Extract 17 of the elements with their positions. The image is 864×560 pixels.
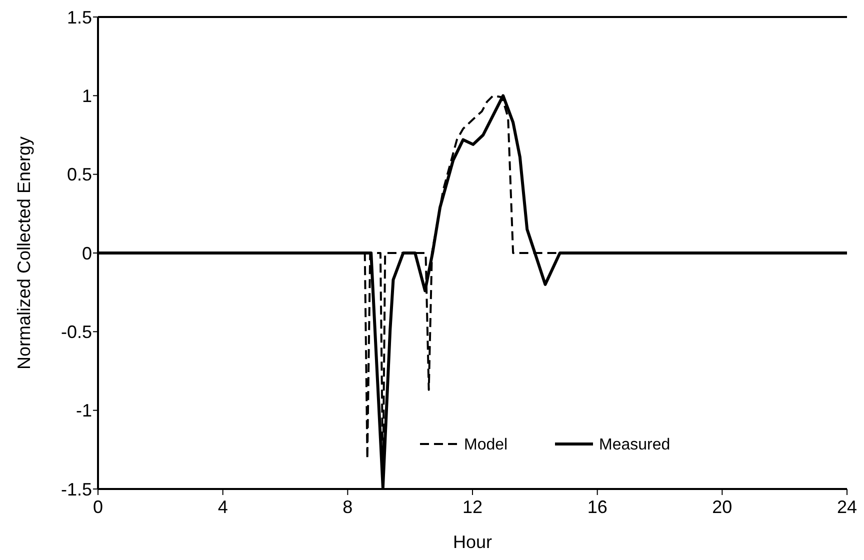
y-tick-label: -1.5	[60, 479, 92, 500]
y-tick-label: -1	[76, 400, 92, 421]
y-tick-label: 0	[82, 243, 92, 264]
legend-label: Measured	[599, 436, 670, 454]
y-tick-label: -0.5	[60, 322, 92, 342]
x-tick-label: 20	[712, 497, 732, 517]
x-tick-label: 24	[836, 497, 858, 517]
y-axis-title: Normalized Collected Energy	[14, 136, 34, 370]
x-tick-label: 12	[462, 497, 483, 517]
x-tick-label: 8	[342, 497, 353, 517]
y-tick-label: 1.5	[66, 7, 92, 28]
x-tick-label: 4	[218, 497, 228, 517]
y-tick-label: 0.5	[66, 164, 92, 185]
x-axis-title: Hour	[452, 532, 492, 552]
y-tick-label: 1	[82, 86, 92, 106]
legend-label: Model	[464, 436, 508, 454]
x-tick-label: 16	[587, 497, 608, 517]
